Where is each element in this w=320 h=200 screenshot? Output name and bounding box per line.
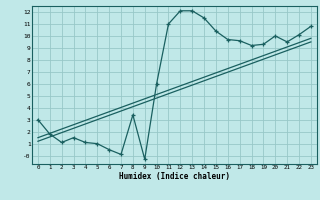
X-axis label: Humidex (Indice chaleur): Humidex (Indice chaleur) <box>119 172 230 181</box>
